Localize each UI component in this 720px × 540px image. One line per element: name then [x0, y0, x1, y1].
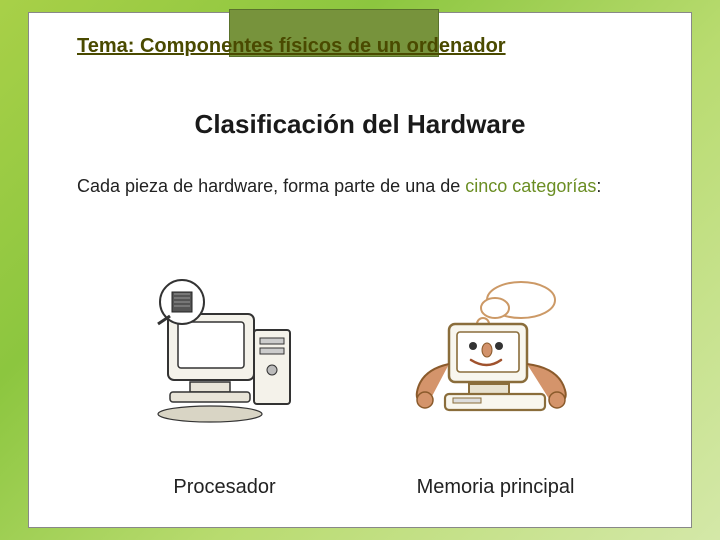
caption-processor: Procesador: [90, 476, 360, 499]
computer-memory-icon: [396, 269, 596, 429]
body-prefix: Cada pieza de hardware, forma parte de u…: [77, 176, 465, 196]
highlight-count: cinco: [465, 176, 507, 196]
caption-memory: Memoria principal: [361, 476, 631, 499]
body-suffix: :: [596, 176, 601, 196]
highlight-categories: categorías: [512, 176, 596, 196]
content-area: Clasificación del Hardware Cada pieza de…: [77, 109, 643, 198]
computer-cpu-icon: [125, 269, 325, 429]
body-text: Cada pieza de hardware, forma parte de u…: [77, 174, 643, 198]
topic-heading: Tema: Componentes físicos de un ordenado…: [77, 35, 643, 58]
captions-row: Procesador Memoria principal: [89, 476, 631, 499]
slide-frame: Tema: Componentes físicos de un ordenado…: [28, 12, 692, 528]
images-row: [89, 269, 631, 429]
subtitle: Clasificación del Hardware: [77, 109, 643, 140]
